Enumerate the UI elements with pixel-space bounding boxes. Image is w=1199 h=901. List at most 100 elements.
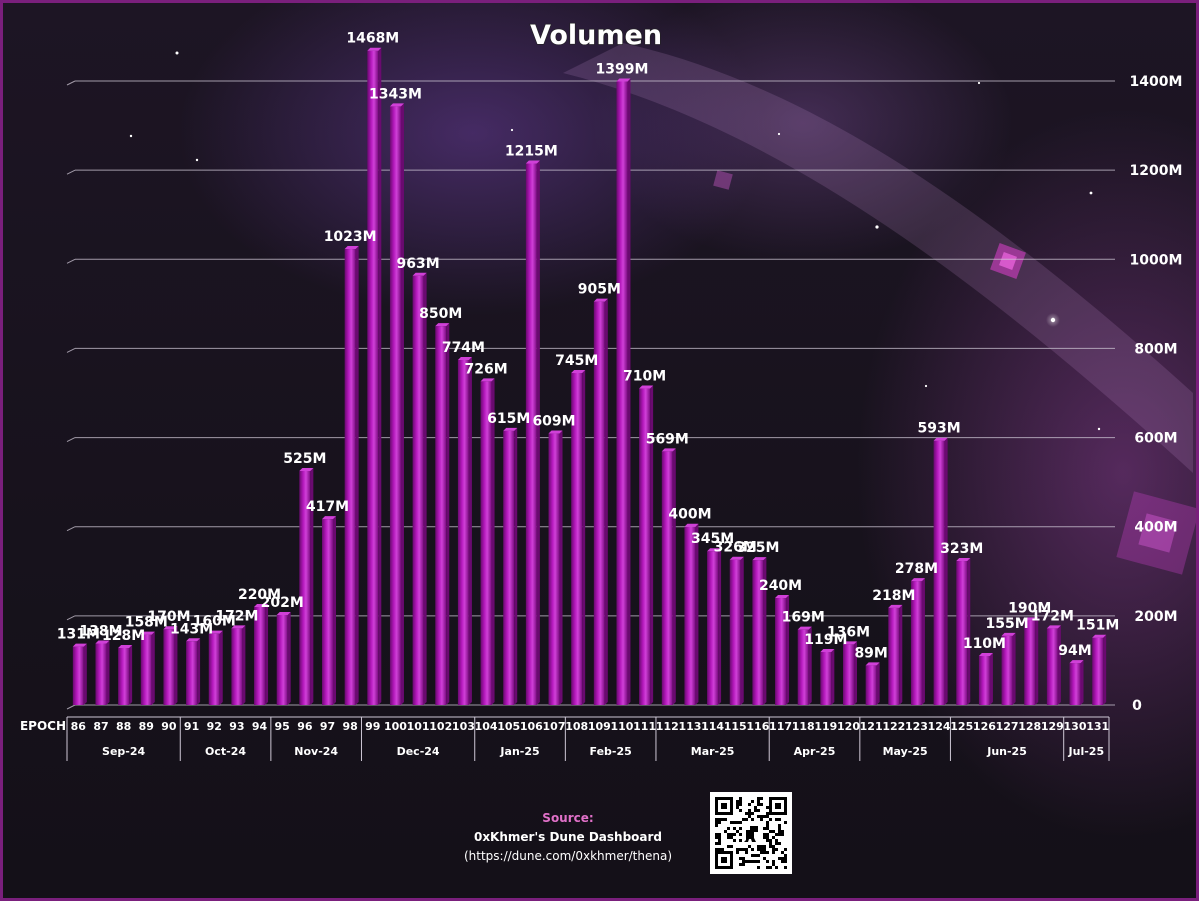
bar-face [344, 249, 356, 705]
bar [163, 626, 178, 705]
x-tick-label: 112 [656, 720, 679, 733]
bar-top [865, 662, 880, 666]
bar-side [854, 641, 857, 705]
x-tick-label: 123 [905, 720, 928, 733]
bar-side [786, 595, 790, 705]
bar-top [186, 638, 201, 642]
bar [865, 662, 880, 705]
data-label: 89M [854, 645, 887, 661]
data-label: 905M [578, 282, 621, 298]
bar [1024, 617, 1039, 705]
month-label: Jul-25 [1068, 745, 1105, 758]
bar-face [276, 614, 288, 705]
data-label: 160M [193, 614, 236, 630]
month-label: Sep-24 [102, 745, 145, 758]
bar [435, 323, 450, 705]
bar-face [503, 430, 515, 705]
bar-side [514, 427, 518, 705]
bar-face [548, 433, 560, 705]
bar-side [967, 558, 971, 705]
bar-face [457, 360, 469, 705]
x-tick-label: 87 [93, 720, 108, 733]
data-label: 172M [1031, 608, 1074, 624]
bar-top [344, 246, 359, 250]
bar-face [956, 561, 968, 705]
x-tick-label: 93 [229, 720, 244, 733]
bar-face [593, 301, 605, 705]
data-label: 169M [782, 610, 825, 626]
bar-face [163, 629, 175, 705]
bar [186, 638, 201, 705]
star-icon [510, 128, 514, 132]
bar-side [740, 556, 744, 705]
data-label: 1468M [346, 31, 399, 47]
bar-top [933, 437, 948, 441]
x-tick-label: 88 [116, 720, 131, 733]
y-axis: 0 200M 400M 600M 800M 1000M 1200M 1400M [1130, 74, 1183, 714]
gridline-depth [66, 437, 76, 443]
qr-code-icon [710, 792, 792, 874]
gridline-depth [66, 169, 76, 175]
month-label: Jan-25 [499, 745, 539, 758]
star-icon [1097, 427, 1101, 431]
x-tick-label: 111 [633, 720, 656, 733]
x-tick-label: 115 [724, 720, 747, 733]
x-tick-label: 108 [565, 720, 588, 733]
bar-face [661, 451, 673, 705]
bar-face [208, 633, 220, 705]
bar [503, 427, 518, 705]
y-tick-label: 0 [1132, 698, 1142, 714]
data-label: 323M [940, 541, 983, 557]
bar-side [1035, 617, 1039, 705]
x-tick-label: 106 [520, 720, 543, 733]
bar [95, 640, 110, 705]
bar-side [129, 644, 133, 705]
x-tick-label: 109 [588, 720, 611, 733]
bar-side [899, 604, 903, 705]
bar [254, 603, 269, 705]
x-tick-label: 118 [792, 720, 815, 733]
x-tick-label: 96 [297, 720, 313, 733]
x-tick-label: 129 [1041, 720, 1064, 733]
bar-face [865, 665, 877, 705]
data-label: 525M [283, 451, 326, 467]
bar-top [525, 160, 540, 164]
bar-top [389, 103, 404, 107]
y-tick-label: 400M [1134, 520, 1177, 536]
bar-top [367, 47, 382, 51]
bar [797, 626, 812, 705]
star-icon [924, 384, 928, 388]
bar-face [820, 651, 832, 705]
bar [684, 523, 699, 705]
data-label: 609M [532, 414, 575, 430]
bar [729, 556, 744, 705]
x-tick-label: 101 [407, 720, 430, 733]
bar-face [910, 581, 922, 705]
light-streak [563, 43, 1193, 473]
bar [344, 246, 359, 705]
bar-side [718, 548, 722, 705]
bar-top [1046, 625, 1061, 629]
y-tick-label: 1000M [1130, 252, 1183, 268]
data-label: 170M [147, 609, 190, 625]
gridline-depth [66, 615, 76, 621]
bar-side [446, 323, 450, 705]
bar [978, 652, 993, 705]
y-tick-label: 1200M [1130, 163, 1183, 179]
x-tick-label: 126 [973, 720, 996, 733]
bar [457, 357, 472, 705]
bar-face [367, 50, 379, 706]
bar-top [888, 604, 903, 608]
bar-face [775, 598, 787, 705]
bar-face [797, 629, 809, 705]
data-label: 774M [442, 340, 485, 356]
data-label: 1399M [596, 61, 649, 77]
x-tick-label: 125 [950, 720, 973, 733]
bar-face [616, 81, 628, 705]
bar-face [752, 560, 764, 705]
data-label: 726M [464, 361, 507, 377]
bar-side [831, 648, 835, 705]
x-tick-label: 116 [746, 720, 769, 733]
bar-top [548, 430, 563, 434]
bar-face [95, 643, 107, 705]
